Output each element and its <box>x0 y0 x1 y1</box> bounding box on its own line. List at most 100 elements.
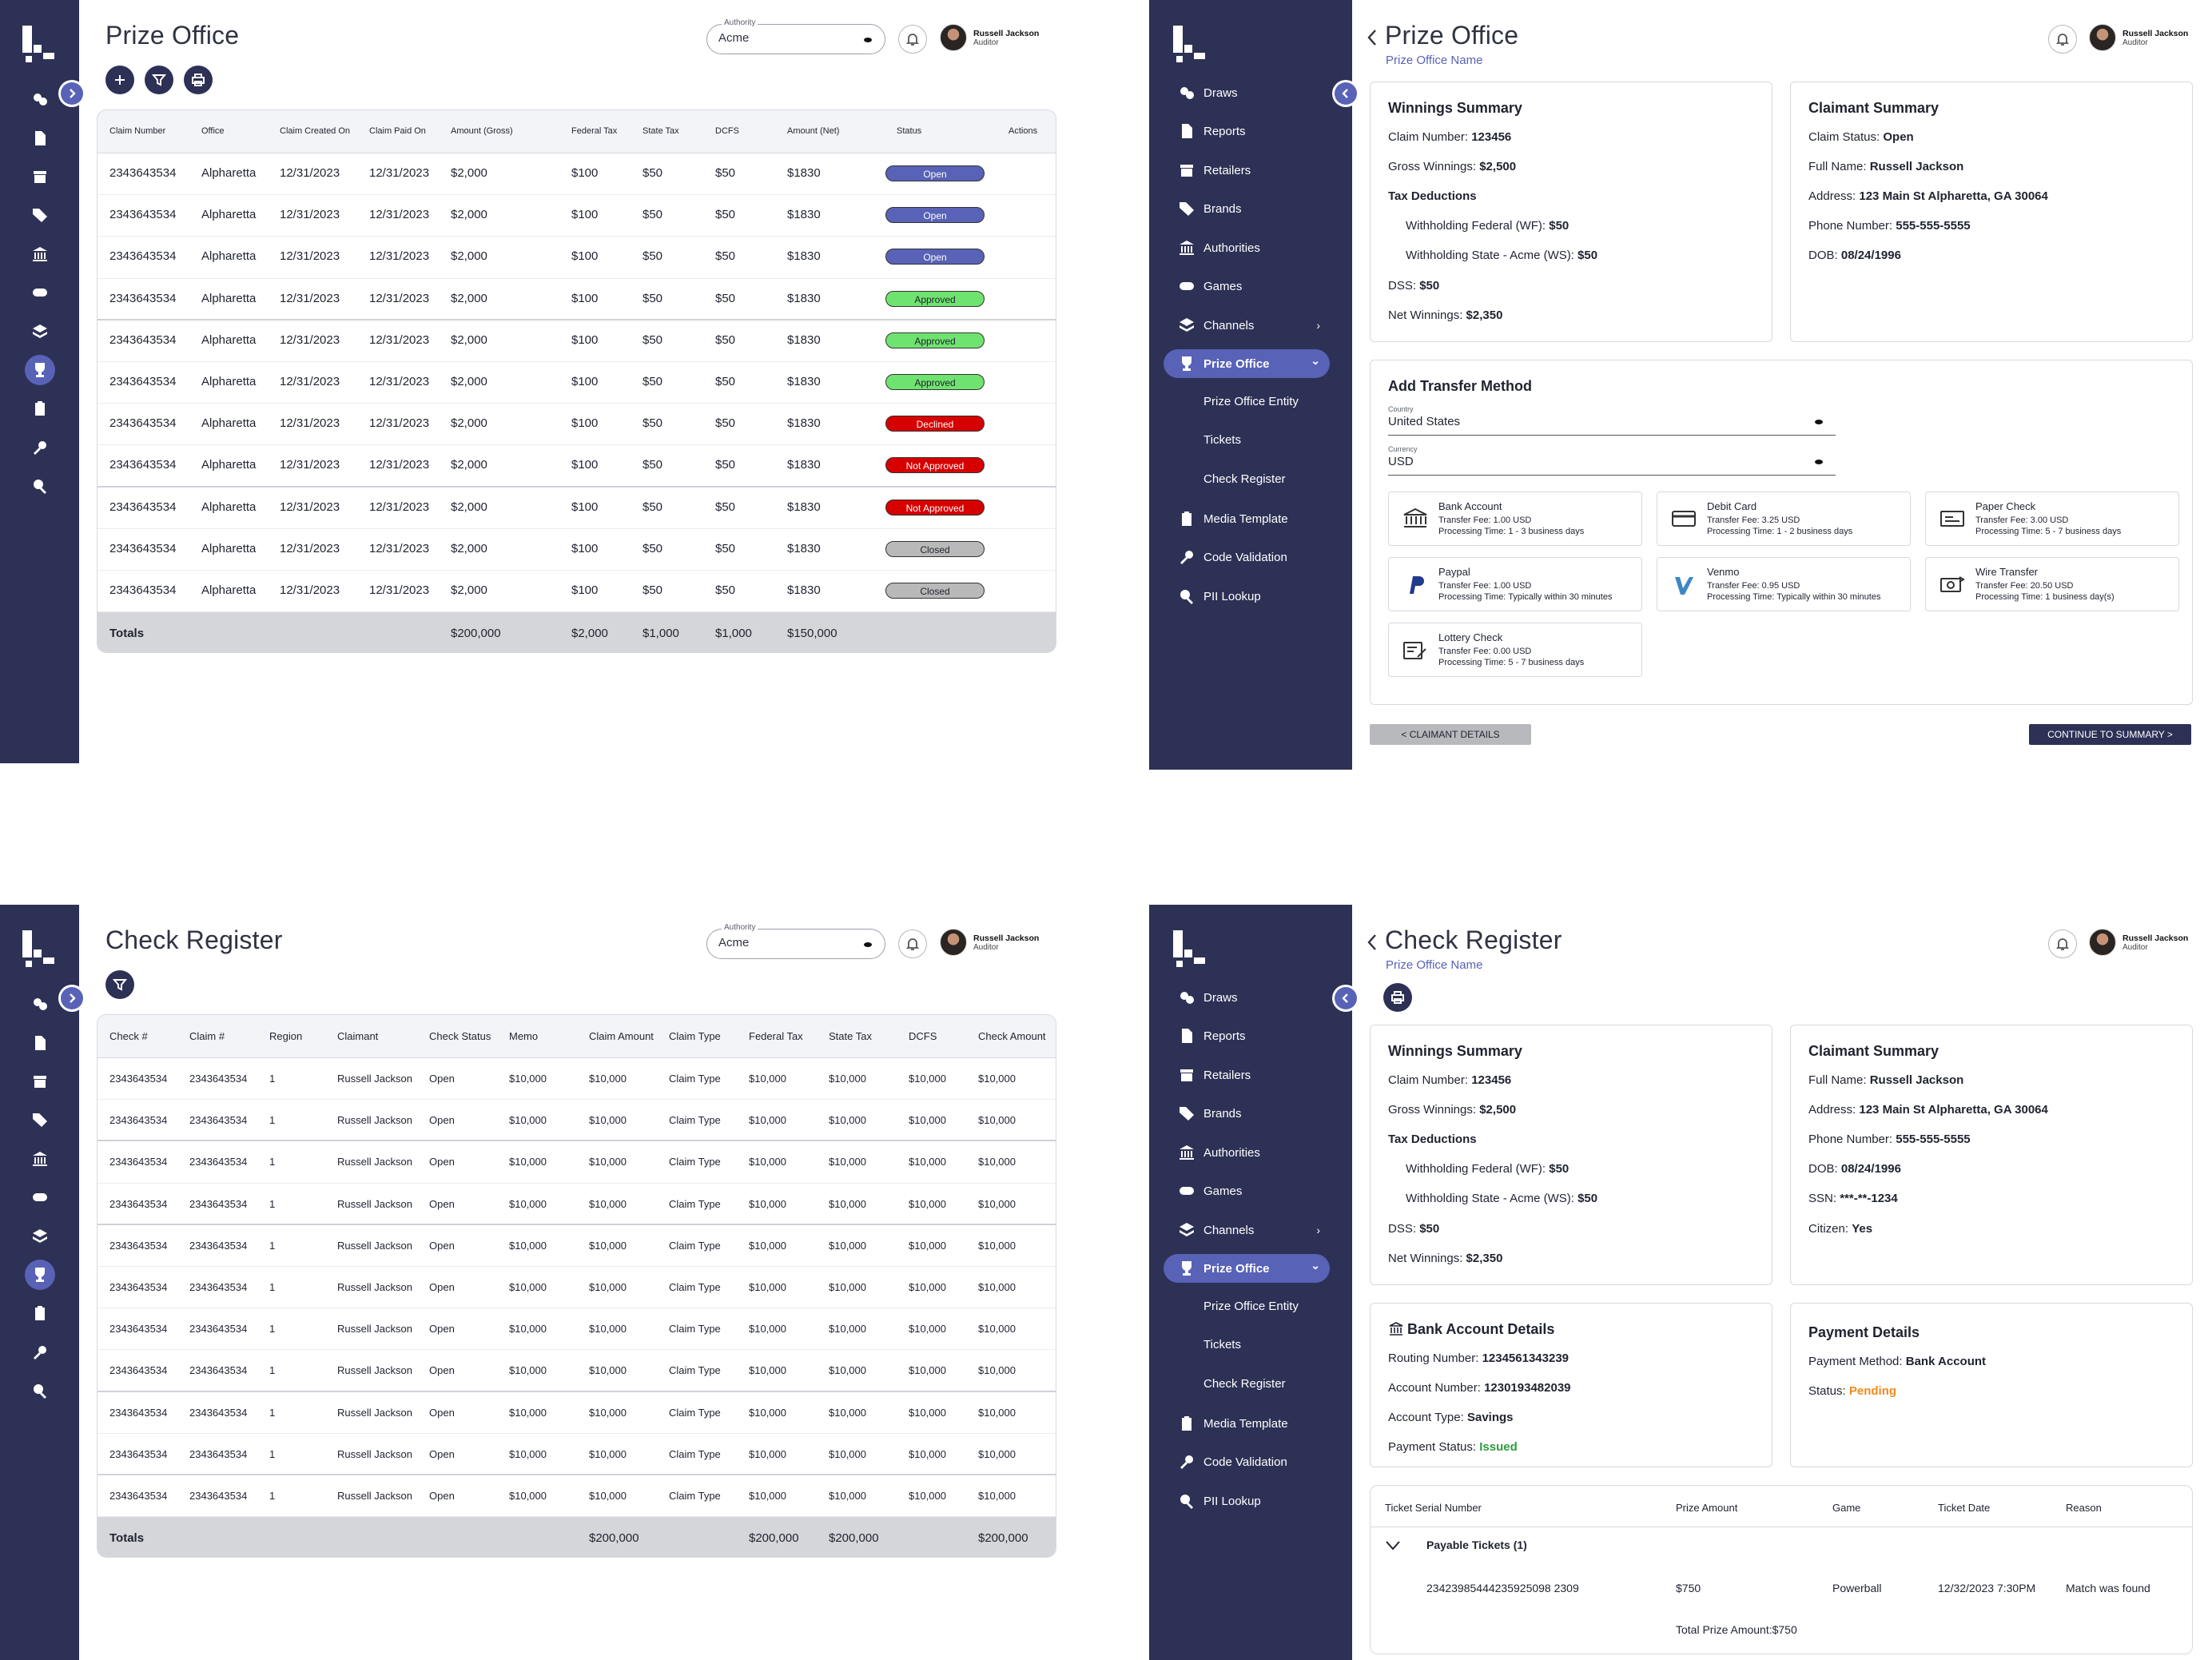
nav-sub-item-prize-office-entity[interactable]: Prize Office Entity <box>1203 395 1299 408</box>
rail-channels[interactable] <box>0 312 79 350</box>
table-row[interactable]: 2343643534 Alpharetta 12/31/2023 12/31/2023… <box>97 445 1056 488</box>
rail-pii-lookup[interactable] <box>0 1371 79 1410</box>
table-row[interactable]: 2343643534 Alpharetta 12/31/2023 12/31/2023… <box>97 488 1056 529</box>
nav-item-retailers[interactable]: Retailers <box>1164 1061 1330 1089</box>
user-menu[interactable]: Russell Jackson Auditor <box>2089 24 2188 51</box>
nav-item-draws[interactable]: Draws <box>1164 78 1330 107</box>
rail-code-validation[interactable] <box>0 428 79 467</box>
page-subtitle[interactable]: Prize Office Name <box>1386 54 1483 67</box>
nav-item-code-validation[interactable]: Code Validation <box>1164 1447 1330 1476</box>
nav-sub-item-check-register[interactable]: Check Register <box>1203 472 1286 486</box>
nav-item-media-template[interactable]: Media Template <box>1164 1409 1330 1438</box>
country-select[interactable]: Country United States <box>1388 405 1836 436</box>
table-row[interactable]: 2343643534 2343643534 1 Russell Jackson Open… <box>97 1100 1056 1142</box>
user-menu[interactable]: Russell Jackson Auditor <box>940 24 1039 51</box>
nav-item-media-template[interactable]: Media Template <box>1164 504 1330 533</box>
page-subtitle[interactable]: Prize Office Name <box>1386 958 1483 972</box>
collapse-nav-button[interactable] <box>1335 987 1357 1009</box>
nav-item-code-validation[interactable]: Code Validation <box>1164 543 1330 571</box>
nav-item-reports[interactable]: Reports <box>1164 1021 1330 1050</box>
print-button[interactable] <box>1383 983 1412 1012</box>
rail-channels[interactable] <box>0 1216 79 1255</box>
table-row[interactable]: 2343643534 2343643534 1 Russell Jackson Open… <box>97 1350 1056 1392</box>
nav-sub-item-tickets[interactable]: Tickets <box>1203 433 1241 447</box>
nav-item-pii-lookup[interactable]: PII Lookup <box>1164 1487 1330 1515</box>
transfer-method-lottery-check[interactable]: Lottery Check Transfer Fee: 0.00 USD Proce… <box>1388 623 1642 677</box>
transfer-method-debit-card[interactable]: Debit Card Transfer Fee: 3.25 USD Processi… <box>1657 492 1911 546</box>
table-row[interactable]: 2343643534 Alpharetta 12/31/2023 12/31/2023… <box>97 195 1056 237</box>
table-row[interactable]: 2343643534 2343643534 1 Russell Jackson Open… <box>97 1475 1056 1518</box>
table-row[interactable]: 2343643534 Alpharetta 12/31/2023 12/31/2023… <box>97 320 1056 362</box>
rail-draws[interactable] <box>0 80 79 118</box>
rail-retailers[interactable] <box>0 1062 79 1101</box>
rail-prize-office[interactable] <box>0 351 79 389</box>
notifications-button[interactable] <box>898 25 927 54</box>
rail-retailers[interactable] <box>0 157 79 196</box>
nav-sub-item-tickets[interactable]: Tickets <box>1203 1338 1241 1351</box>
table-row[interactable]: 2343643534 2343643534 1 Russell Jackson Open… <box>97 1434 1056 1475</box>
table-row[interactable]: 2343643534 Alpharetta 12/31/2023 12/31/2023… <box>97 237 1056 279</box>
expand-nav-button[interactable] <box>61 987 83 1009</box>
table-row[interactable]: 2343643534 2343643534 1 Russell Jackson Open… <box>97 1267 1056 1309</box>
nav-item-prize-office[interactable]: Prize Office ⌄ <box>1164 1254 1330 1283</box>
nav-item-draws[interactable]: Draws <box>1164 983 1330 1012</box>
rail-pii-lookup[interactable] <box>0 467 79 505</box>
collapse-nav-button[interactable] <box>1335 82 1357 105</box>
nav-item-channels[interactable]: Channels › <box>1164 311 1330 340</box>
table-row[interactable]: 2343643534 2343643534 1 Russell Jackson Open… <box>97 1308 1056 1351</box>
claimant-details-button[interactable]: < CLAIMANT DETAILS <box>1370 724 1531 745</box>
rail-authorities[interactable] <box>0 1140 79 1178</box>
table-row[interactable]: 2343643534 2343643534 1 Russell Jackson Open… <box>97 1392 1056 1434</box>
nav-item-authorities[interactable]: Authorities <box>1164 233 1330 262</box>
rail-prize-office[interactable] <box>0 1256 79 1294</box>
nav-item-prize-office[interactable]: Prize Office ⌄ <box>1164 349 1330 378</box>
rail-draws[interactable] <box>0 985 79 1023</box>
table-row[interactable]: 2343643534 Alpharetta 12/31/2023 12/31/2023… <box>97 279 1056 320</box>
nav-item-games[interactable]: Games <box>1164 272 1330 301</box>
user-menu[interactable]: Russell Jackson Auditor <box>2089 929 2188 956</box>
payable-tickets-group[interactable]: Payable Tickets (1) <box>1426 1539 1527 1551</box>
print-button[interactable] <box>184 66 213 94</box>
transfer-method-paper-check[interactable]: Paper Check Transfer Fee: 3.00 USD Process… <box>1925 492 2179 546</box>
authority-select[interactable]: Authority Acme <box>706 923 885 959</box>
nav-item-authorities[interactable]: Authorities <box>1164 1138 1330 1167</box>
rail-authorities[interactable] <box>0 235 79 273</box>
chevron-down-icon[interactable] <box>1385 1540 1401 1551</box>
rail-games[interactable] <box>0 273 79 312</box>
filter-button[interactable] <box>145 66 173 94</box>
rail-games[interactable] <box>0 1178 79 1216</box>
nav-item-reports[interactable]: Reports <box>1164 117 1330 145</box>
currency-select[interactable]: Currency USD <box>1388 445 1836 476</box>
rail-code-validation[interactable] <box>0 1333 79 1371</box>
rail-brands[interactable] <box>0 196 79 234</box>
user-menu[interactable]: Russell Jackson Auditor <box>940 929 1039 956</box>
table-row[interactable]: 2343643534 Alpharetta 12/31/2023 12/31/2023… <box>97 153 1056 196</box>
table-row[interactable]: 2343643534 Alpharetta 12/31/2023 12/31/2023… <box>97 571 1056 613</box>
table-row[interactable]: 2343643534 2343643534 1 Russell Jackson Open… <box>97 1141 1056 1184</box>
table-row[interactable]: 2343643534 Alpharetta 12/31/2023 12/31/2023… <box>97 362 1056 404</box>
expand-nav-button[interactable] <box>61 82 83 105</box>
add-button[interactable] <box>105 66 134 94</box>
filter-button[interactable] <box>105 970 134 999</box>
rail-brands[interactable] <box>0 1101 79 1139</box>
table-row[interactable]: 2343643534 2343643534 1 Russell Jackson Open… <box>97 1184 1056 1225</box>
nav-item-retailers[interactable]: Retailers <box>1164 156 1330 185</box>
table-row[interactable]: 2343643534 Alpharetta 12/31/2023 12/31/2023… <box>97 404 1056 446</box>
back-button[interactable] <box>1365 27 1379 48</box>
transfer-method-wire-transfer[interactable]: Wire Transfer Transfer Fee: 20.50 USD Proc… <box>1925 557 2179 611</box>
rail-media-template[interactable] <box>0 1294 79 1332</box>
table-row[interactable]: 2343643534 2343643534 1 Russell Jackson Open… <box>97 1225 1056 1267</box>
continue-to-summary-button[interactable]: CONTINUE TO SUMMARY > <box>2029 724 2191 745</box>
nav-item-brands[interactable]: Brands <box>1164 194 1330 223</box>
nav-item-brands[interactable]: Brands <box>1164 1099 1330 1128</box>
rail-reports[interactable] <box>0 1023 79 1061</box>
back-button[interactable] <box>1365 932 1379 953</box>
transfer-method-bank-account[interactable]: Bank Account Transfer Fee: 1.00 USD Proces… <box>1388 492 1642 546</box>
transfer-method-paypal[interactable]: Paypal Transfer Fee: 1.00 USD Processing T… <box>1388 557 1642 611</box>
authority-select[interactable]: Authority Acme <box>706 18 885 54</box>
nav-sub-item-check-register[interactable]: Check Register <box>1203 1377 1286 1391</box>
nav-sub-item-prize-office-entity[interactable]: Prize Office Entity <box>1203 1300 1299 1313</box>
table-row[interactable]: 2343643534 2343643534 1 Russell Jackson Open… <box>97 1058 1056 1101</box>
nav-item-channels[interactable]: Channels › <box>1164 1216 1330 1244</box>
rail-media-template[interactable] <box>0 389 79 428</box>
